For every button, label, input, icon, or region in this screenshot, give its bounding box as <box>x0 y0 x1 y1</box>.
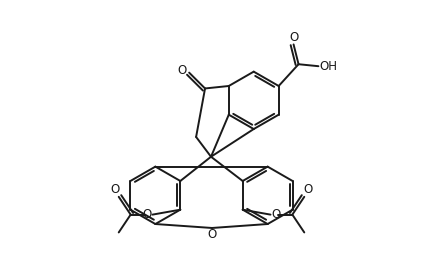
Text: O: O <box>207 228 217 241</box>
Text: O: O <box>110 183 120 196</box>
Text: O: O <box>142 208 151 221</box>
Text: O: O <box>289 31 298 44</box>
Text: O: O <box>272 208 281 221</box>
Text: O: O <box>178 64 187 77</box>
Text: O: O <box>304 183 313 196</box>
Text: OH: OH <box>319 60 338 73</box>
